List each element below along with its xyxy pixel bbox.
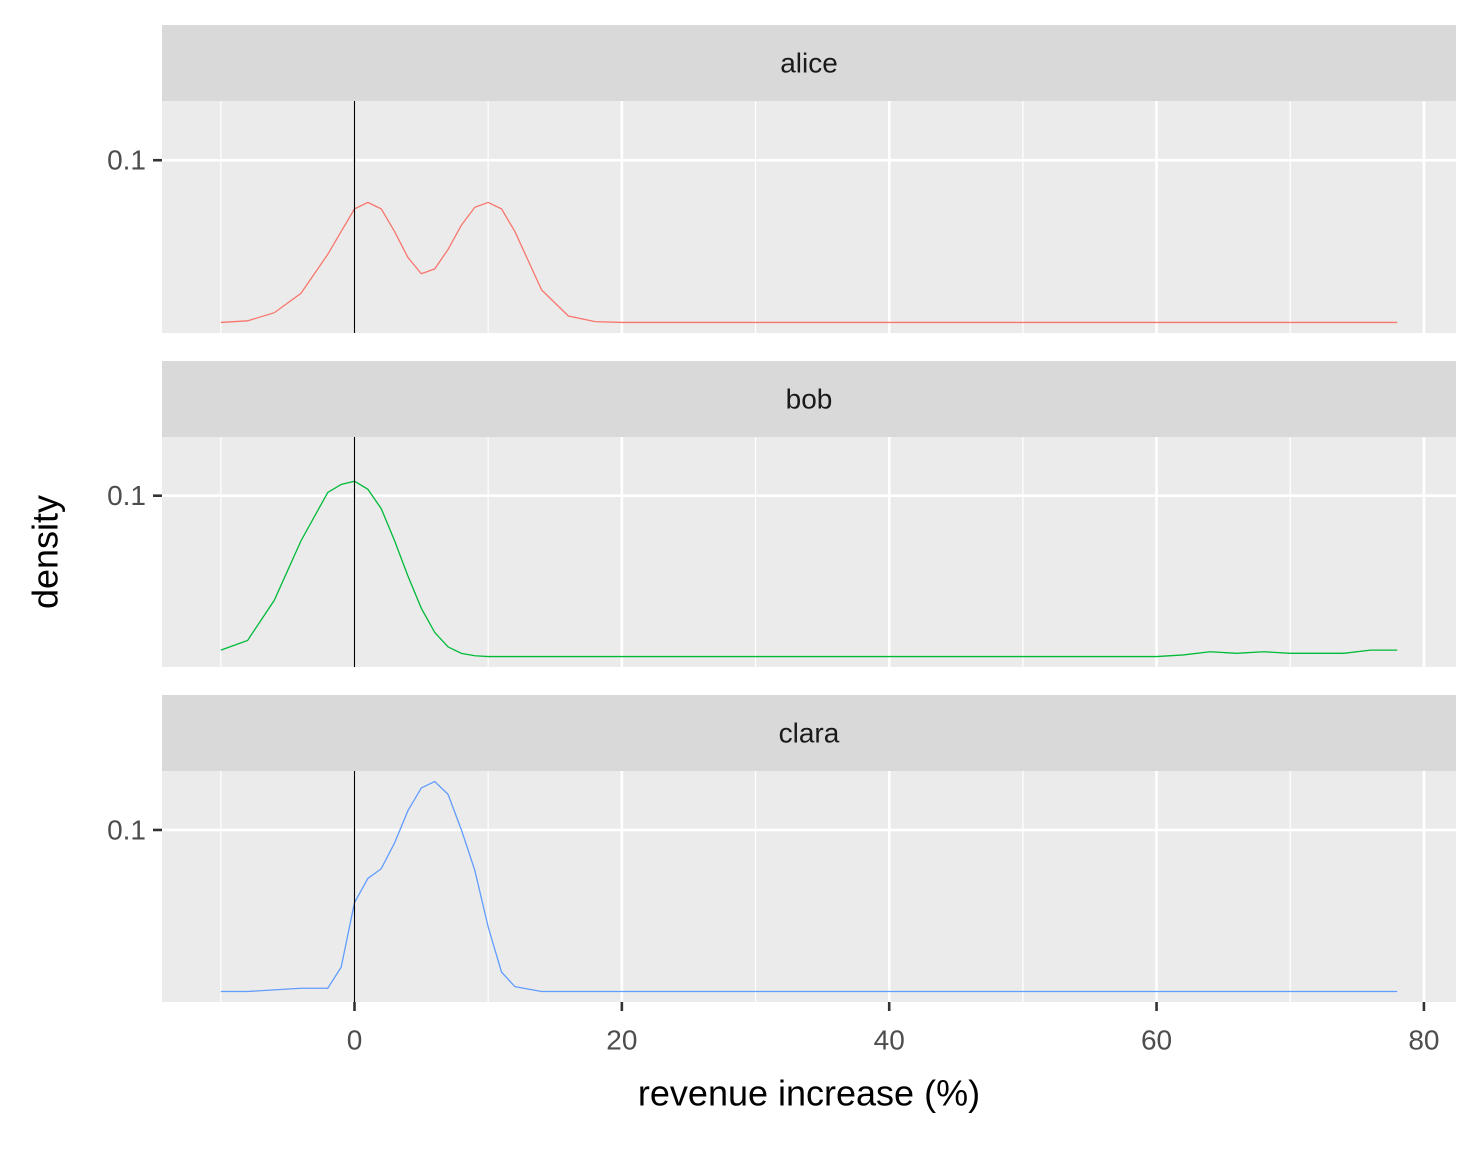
strip-label: clara [779, 717, 840, 748]
y-tick-label: 0.1 [107, 145, 146, 176]
strip-label: bob [786, 383, 833, 414]
density-line [220, 480, 1398, 658]
density-line [220, 201, 1398, 324]
panel [162, 101, 1456, 333]
x-tick-label: 80 [1408, 1024, 1439, 1055]
x-tick-label: 60 [1141, 1024, 1172, 1055]
x-tick-label: 20 [606, 1024, 637, 1055]
density-line [220, 780, 1398, 993]
y-axis-title: density [25, 495, 66, 609]
x-tick-label: 40 [874, 1024, 905, 1055]
strip-label: alice [780, 47, 838, 78]
y-tick-label: 0.1 [107, 480, 146, 511]
strip [162, 25, 1456, 101]
panel [162, 437, 1456, 667]
panel [162, 771, 1456, 1002]
x-tick-label: 0 [347, 1024, 363, 1055]
strip [162, 361, 1456, 437]
y-tick-label: 0.1 [107, 814, 146, 845]
strip [162, 695, 1456, 771]
x-axis-title: revenue increase (%) [638, 1073, 980, 1114]
